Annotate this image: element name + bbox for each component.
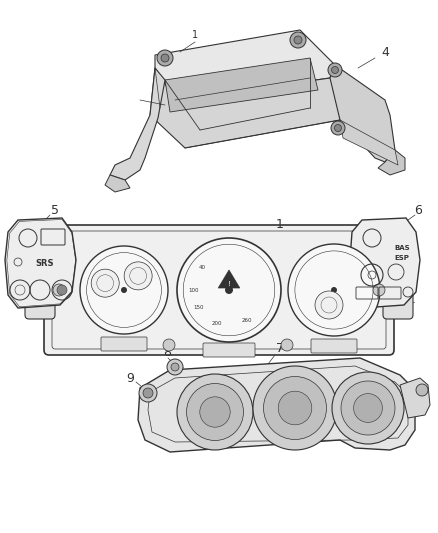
Polygon shape [155,30,335,100]
Circle shape [80,246,168,334]
Text: 40: 40 [198,265,205,270]
FancyBboxPatch shape [44,225,394,355]
Text: 4: 4 [381,45,389,59]
Text: 8: 8 [163,345,171,359]
Text: 150: 150 [193,305,204,310]
Text: 200: 200 [212,321,222,326]
Circle shape [161,54,169,62]
FancyBboxPatch shape [311,339,357,353]
Circle shape [177,374,253,450]
Polygon shape [400,378,430,418]
Text: 5: 5 [51,204,59,216]
Text: 7: 7 [276,342,284,354]
Circle shape [281,339,293,351]
Circle shape [332,372,404,444]
Circle shape [163,339,175,351]
Circle shape [328,63,342,77]
FancyBboxPatch shape [25,261,55,319]
Circle shape [416,384,428,396]
Circle shape [143,388,153,398]
FancyBboxPatch shape [101,337,147,351]
Text: 1: 1 [192,30,198,40]
Text: BAS: BAS [394,245,410,251]
Text: 1: 1 [276,219,284,231]
Polygon shape [378,150,405,175]
Polygon shape [340,120,398,165]
FancyBboxPatch shape [203,343,255,357]
Circle shape [315,291,343,319]
Circle shape [278,391,312,425]
Circle shape [167,359,183,375]
Circle shape [53,284,65,296]
Polygon shape [110,68,165,180]
Circle shape [335,125,342,132]
Circle shape [121,287,127,293]
Polygon shape [150,65,340,148]
Circle shape [288,244,380,336]
Text: 9: 9 [126,372,134,384]
Circle shape [57,285,67,295]
Polygon shape [165,58,318,112]
FancyBboxPatch shape [383,261,413,319]
Circle shape [331,121,345,135]
Circle shape [91,269,119,297]
Text: !: ! [228,281,230,287]
Circle shape [157,50,173,66]
Circle shape [200,397,230,427]
Circle shape [331,287,337,293]
Text: SRS: SRS [36,260,54,269]
Circle shape [171,363,179,371]
Text: ESP: ESP [395,255,410,261]
Text: 260: 260 [241,318,252,323]
Circle shape [124,262,152,290]
Text: 6: 6 [414,204,422,216]
Circle shape [332,67,339,74]
Circle shape [139,384,157,402]
Circle shape [187,384,244,440]
Polygon shape [105,175,130,192]
Circle shape [290,32,306,48]
Polygon shape [350,218,420,308]
Polygon shape [330,65,395,162]
Circle shape [373,284,385,296]
Circle shape [225,286,233,294]
Polygon shape [218,270,240,288]
Polygon shape [5,218,76,308]
Text: 100: 100 [188,287,199,293]
Polygon shape [138,358,415,452]
Circle shape [264,376,326,440]
Circle shape [341,381,395,435]
Circle shape [177,238,281,342]
Circle shape [253,366,337,450]
Circle shape [294,36,302,44]
Circle shape [353,393,382,422]
